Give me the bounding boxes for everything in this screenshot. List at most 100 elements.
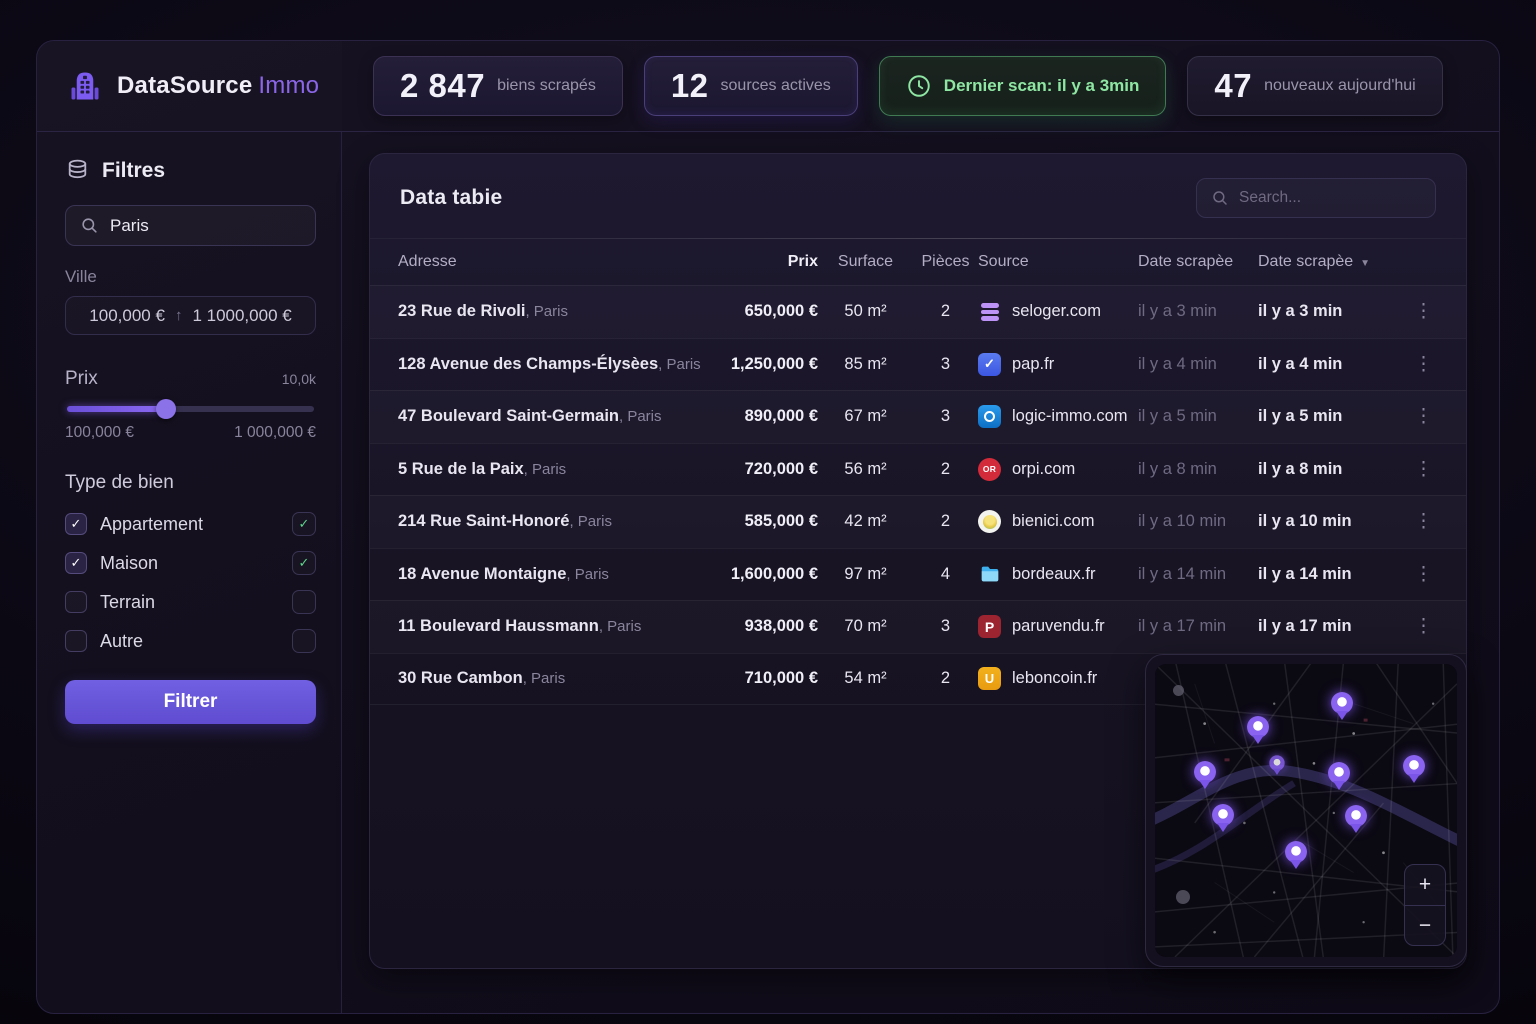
table-row[interactable]: 23 Rue de Rivoli, Paris 650,000 € 50 m² 2 se…	[370, 285, 1466, 338]
date-scraped-cell: il y a 4 min	[1138, 354, 1217, 373]
col-prix[interactable]: Prix	[787, 253, 818, 270]
price-slider-track[interactable]	[67, 399, 314, 419]
table-row[interactable]: 47 Boulevard Saint-Germain, Paris 890,000…	[370, 390, 1466, 443]
table-body: 23 Rue de Rivoli, Paris 650,000 €50 m² 2 se…	[370, 285, 1466, 705]
map-zoom-control: + −	[1404, 864, 1446, 946]
checkbox-maison[interactable]: ✓	[65, 552, 87, 574]
checkbox-autre[interactable]	[65, 630, 87, 652]
source-cell: seloger.com	[978, 300, 1138, 323]
map-pin[interactable]	[1327, 761, 1350, 784]
source-label: seloger.com	[1012, 302, 1101, 321]
type-status-box-maison[interactable]: ✓	[292, 551, 316, 575]
map-pin[interactable]	[1211, 803, 1234, 826]
date-scraped-cell: il y a 8 min	[1138, 459, 1217, 478]
type-option-row: Terrain	[65, 590, 316, 614]
pieces-cell: 3	[940, 354, 951, 373]
table-row[interactable]: 11 Boulevard Haussmann, Paris 938,000 € 70…	[370, 600, 1466, 653]
paruvendu-icon: P	[978, 615, 1001, 639]
pieces-cell: 3	[940, 407, 951, 426]
table-row[interactable]: 5 Rue de la Paix, Paris 720,000 € 56 m² 2 OR…	[370, 442, 1466, 496]
street-text: 23 Rue de Rivoli	[398, 302, 526, 321]
city-search-field[interactable]	[65, 205, 331, 246]
table-search-input[interactable]	[1239, 189, 1439, 207]
table-row[interactable]: 18 Avenue Montaigne, Paris 1,600,000 €97 …	[370, 547, 1466, 601]
map-pin[interactable]	[1330, 692, 1353, 715]
row-menu-button[interactable]: ⋮	[1414, 458, 1434, 480]
source-label: leboncoin.fr	[1012, 669, 1098, 688]
last-scan-text: Dernier scan: il y a 3min	[943, 76, 1140, 95]
type-status-box-autre[interactable]	[292, 629, 316, 653]
map-pin[interactable]	[1284, 841, 1307, 864]
surface-cell: 50 m²	[844, 302, 887, 321]
source-cell: logic-immo.com	[978, 405, 1138, 429]
type-option-label: Maison	[100, 552, 159, 573]
source-label: paruvendu.fr	[1012, 617, 1105, 636]
paris-map[interactable]: + −	[1155, 664, 1457, 957]
panel-divider	[370, 238, 1466, 239]
city-search-input[interactable]	[110, 215, 331, 236]
source-label: pap.fr	[1012, 354, 1055, 373]
row-menu-button[interactable]: ⋮	[1414, 406, 1434, 428]
stat-label: sources actives	[720, 77, 831, 94]
address-cell: 5 Rue de la Paix, Paris	[398, 460, 728, 479]
type-status-box-appartement[interactable]: ✓	[292, 512, 316, 536]
stat-label: biens scrapés	[497, 77, 596, 94]
date-scraped-cell-2: il y a 5 min	[1258, 407, 1343, 426]
row-menu-button[interactable]: ⋮	[1414, 353, 1434, 375]
map-gray-dot	[1176, 889, 1191, 904]
map-pin[interactable]	[1193, 760, 1216, 783]
checkbox-terrain[interactable]	[65, 591, 87, 613]
type-option-row: Autre	[65, 629, 316, 653]
source-cell: bordeaux.fr	[978, 563, 1138, 586]
col-pieces[interactable]: Pièces	[921, 253, 970, 270]
pieces-cell: 3	[940, 617, 951, 636]
orpi-icon: OR	[978, 457, 1001, 481]
map-pin[interactable]	[1344, 804, 1367, 827]
table-header-row: Adresse Prix Surface Pièces Source Date …	[370, 239, 1466, 285]
source-label: bienici.com	[1012, 512, 1095, 531]
pieces-cell: 2	[940, 302, 951, 321]
surface-cell: 67 m²	[844, 407, 887, 426]
building-logo-icon	[67, 68, 103, 104]
filter-button[interactable]: Filtrer	[65, 680, 316, 724]
table-row[interactable]: 128 Avenue des Champs-Élysèes, Paris 1,25…	[370, 337, 1466, 391]
street-text: 30 Rue Cambon	[398, 669, 523, 688]
zoom-in-button[interactable]: +	[1418, 873, 1432, 896]
type-option-row: ✓ Maison ✓	[65, 551, 316, 575]
price-cell: 938,000 €	[744, 617, 818, 636]
price-range-field[interactable]: 100,000 € ↑ 1 1000,000 €	[65, 296, 316, 335]
table-search-field[interactable]	[1196, 178, 1439, 218]
col-source[interactable]: Source	[978, 253, 1029, 270]
source-cell: OR orpi.com	[978, 457, 1138, 481]
slider-max-label: 1 000,000 €	[234, 424, 316, 441]
price-slider-fill	[67, 406, 166, 412]
slider-min-label: 100,000 €	[65, 424, 134, 441]
street-text: 5 Rue de la Paix	[398, 459, 524, 478]
col-adresse[interactable]: Adresse	[398, 253, 457, 270]
table-row[interactable]: 214 Rue Saint-Honoré, Paris 585,000 € 42 m…	[370, 495, 1466, 548]
filters-title: Filtres	[102, 158, 166, 182]
type-option-row: ✓ Appartement ✓	[65, 512, 316, 536]
col-date-scrapee-2[interactable]: Date scrapèe ▼	[1258, 253, 1371, 270]
street-text: 47 Boulevard Saint-Germain	[398, 407, 619, 426]
date-scraped-cell: il y a 5 min	[1138, 407, 1217, 426]
price-slider-thumb[interactable]	[155, 399, 176, 419]
checkbox-appartement[interactable]: ✓	[65, 513, 87, 535]
type-status-box-terrain[interactable]	[292, 590, 316, 614]
source-cell: bienici.com	[978, 510, 1138, 534]
map-pin[interactable]	[1269, 755, 1285, 771]
map-pin[interactable]	[1402, 754, 1425, 777]
col-surface[interactable]: Surface	[837, 253, 894, 270]
row-menu-button[interactable]: ⋮	[1414, 616, 1434, 638]
main-content: Data tabie Adresse Prix Surface Pièces S…	[342, 132, 1499, 1013]
col-date-scrapee-1[interactable]: Date scrapèe	[1138, 253, 1234, 270]
surface-cell: 97 m²	[844, 564, 887, 583]
stat-value: 47	[1214, 67, 1253, 104]
row-menu-button[interactable]: ⋮	[1414, 301, 1434, 323]
map-pin[interactable]	[1247, 715, 1270, 738]
row-menu-button[interactable]: ⋮	[1414, 511, 1434, 533]
row-menu-button[interactable]: ⋮	[1414, 563, 1434, 585]
street-text: 11 Boulevard Haussmann	[398, 617, 599, 636]
zoom-out-button[interactable]: −	[1405, 905, 1445, 945]
